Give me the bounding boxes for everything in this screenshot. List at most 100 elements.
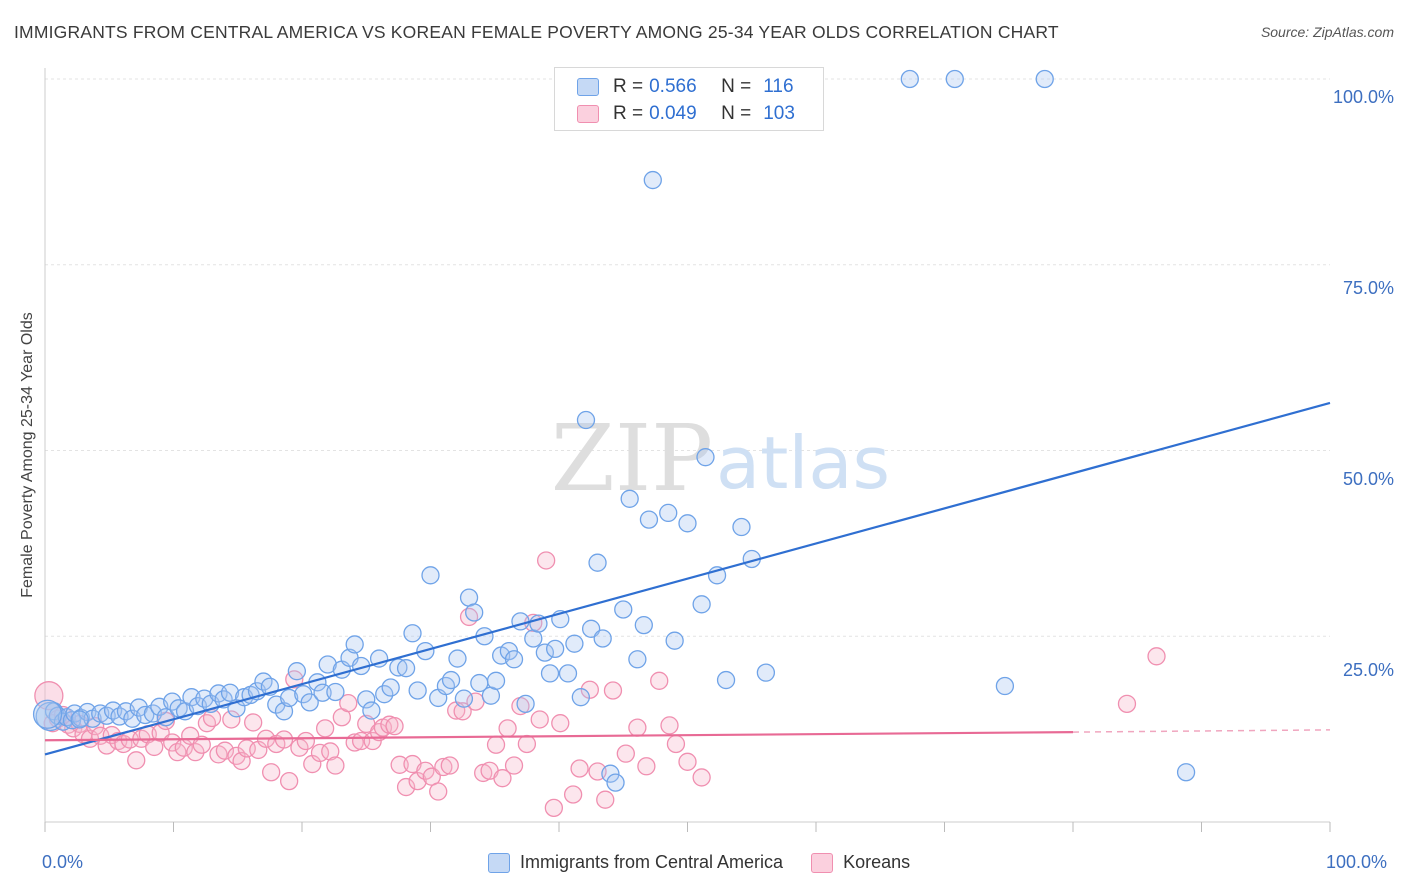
point-koreans — [274, 730, 294, 749]
point-central-america — [375, 685, 394, 704]
point-koreans — [390, 755, 409, 774]
point-central-america — [545, 639, 565, 659]
point-central-america — [756, 663, 776, 682]
point-central-america — [300, 693, 319, 712]
point-koreans — [244, 713, 263, 732]
point-central-america — [381, 678, 400, 697]
point-koreans — [326, 756, 345, 775]
point-koreans — [530, 710, 549, 729]
point-central-america — [408, 681, 427, 700]
point-central-america — [620, 489, 639, 508]
trend-koreans-projection — [1072, 729, 1331, 733]
point-central-america — [1176, 763, 1196, 782]
r-value: 0.049 — [649, 103, 697, 124]
legend-label: Koreans — [843, 852, 911, 872]
point-koreans — [1147, 647, 1166, 666]
point-koreans — [666, 734, 686, 754]
point-central-america — [665, 631, 684, 650]
point-koreans — [429, 782, 448, 801]
point-koreans — [296, 731, 316, 751]
point-central-america — [313, 683, 332, 702]
point-koreans — [279, 771, 299, 791]
grid-lines — [45, 78, 1330, 637]
r-label: R = — [613, 76, 644, 97]
point-central-america — [403, 624, 422, 643]
point-central-america — [396, 659, 416, 678]
point-koreans — [186, 743, 205, 762]
series-legend: Immigrants from Central America Koreans — [488, 852, 938, 873]
point-central-america — [692, 595, 711, 614]
point-koreans — [537, 551, 556, 570]
point-central-america — [601, 764, 620, 783]
point-central-america — [326, 682, 345, 702]
r-value: 0.566 — [649, 76, 697, 97]
legend-row-koreans: R = 0.049 N = 103 — [577, 101, 795, 127]
point-central-america — [454, 689, 474, 708]
point-central-america — [279, 688, 299, 708]
point-koreans — [197, 714, 217, 733]
point-central-america — [588, 553, 607, 572]
point-central-america — [678, 514, 697, 533]
point-koreans — [385, 717, 404, 736]
n-label: N = — [721, 76, 752, 97]
point-central-america — [606, 773, 625, 792]
legend-item-koreans: Koreans — [811, 852, 910, 873]
point-central-america — [900, 69, 919, 89]
y-tick-25: 25.0% — [1342, 660, 1394, 680]
point-central-america — [696, 448, 715, 467]
source-label: Source: ZipAtlas.com — [1260, 24, 1394, 40]
y-tick-50: 50.0% — [1342, 469, 1394, 489]
legend-item-central-america: Immigrants from Central America — [488, 852, 783, 873]
x-tick-min: 0.0% — [42, 852, 84, 872]
point-central-america — [659, 503, 678, 523]
point-central-america — [614, 600, 633, 619]
point-central-america — [511, 612, 530, 631]
point-central-america — [945, 69, 964, 89]
x-tick-max: 100.0% — [1326, 852, 1388, 872]
point-central-america — [995, 676, 1015, 696]
point-koreans — [603, 681, 623, 700]
point-koreans — [222, 710, 241, 729]
legend-swatch-pink — [577, 105, 599, 123]
chart-title: IMMIGRANTS FROM CENTRAL AMERICA VS KOREA… — [14, 22, 1059, 42]
point-koreans — [237, 739, 256, 758]
point-koreans — [628, 718, 647, 737]
legend-swatch-blue — [488, 852, 510, 873]
point-central-america — [70, 710, 89, 729]
point-central-america — [639, 510, 659, 529]
point-koreans — [570, 759, 589, 778]
point-koreans — [215, 741, 235, 760]
point-koreans — [396, 777, 416, 797]
point-central-america — [504, 650, 524, 669]
point-koreans — [551, 714, 570, 733]
point-koreans — [227, 746, 246, 766]
point-central-america — [535, 643, 555, 662]
point-koreans — [315, 719, 335, 738]
point-koreans — [678, 752, 697, 771]
point-central-america — [345, 635, 364, 654]
correlation-legend: R = 0.566 N = 116 R = 0.049 N = 103 — [554, 67, 824, 131]
point-central-america — [558, 664, 578, 683]
point-koreans — [493, 769, 512, 788]
point-central-america — [732, 517, 751, 537]
y-tick-75: 75.0% — [1342, 278, 1394, 298]
point-koreans — [486, 735, 506, 754]
point-koreans — [637, 757, 656, 776]
n-value: 103 — [763, 103, 795, 124]
n-value: 116 — [763, 76, 794, 97]
axes — [44, 68, 1331, 832]
watermark-atlas: atlas — [716, 421, 890, 505]
point-central-america — [486, 671, 506, 690]
trend-lines — [44, 401, 1331, 756]
point-central-america — [1035, 69, 1054, 89]
point-central-america — [421, 566, 440, 585]
point-koreans — [192, 735, 211, 754]
point-central-america — [448, 649, 467, 668]
n-label: N = — [721, 103, 752, 124]
point-central-america — [274, 702, 294, 721]
point-central-america — [593, 629, 612, 648]
point-central-america — [716, 670, 736, 690]
legend-label: Immigrants from Central America — [520, 852, 784, 872]
point-central-america — [287, 662, 307, 681]
